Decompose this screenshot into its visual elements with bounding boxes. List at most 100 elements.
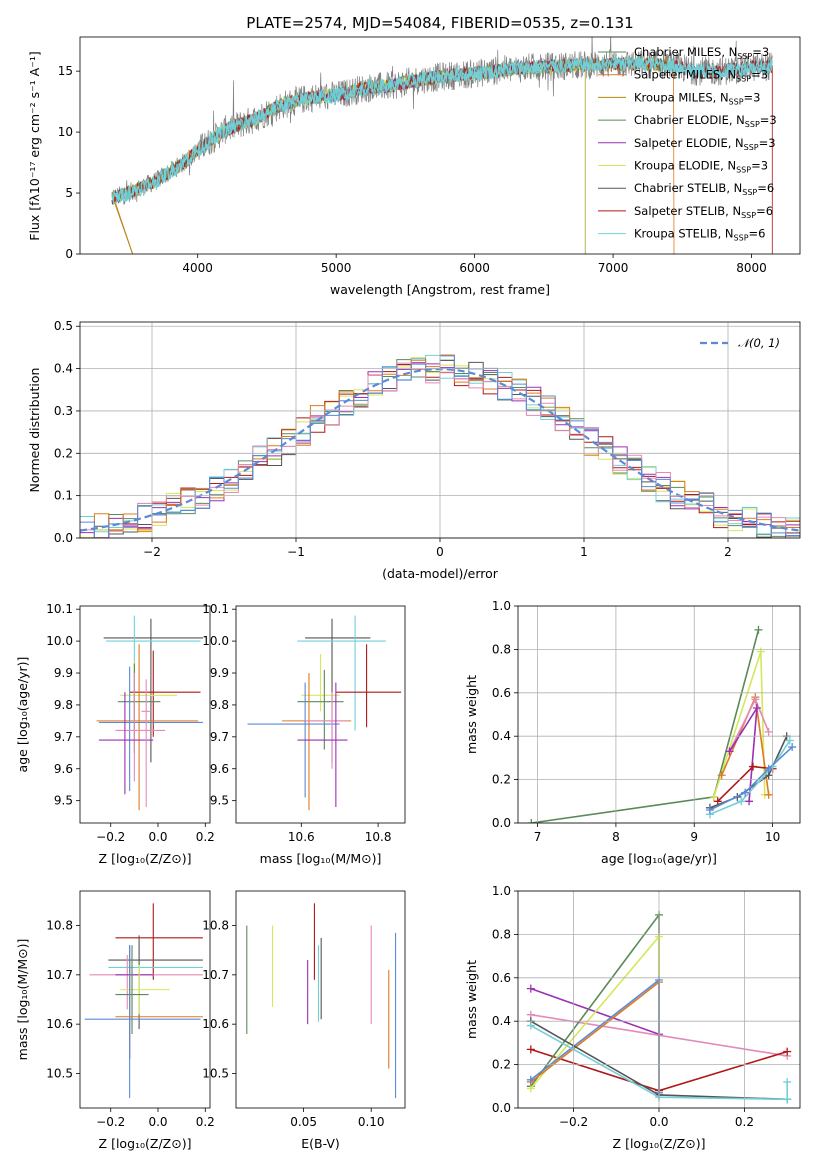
mass_vs_Z-plot-area [84, 903, 203, 1099]
y-axis-label: mass weight [464, 960, 479, 1039]
x-tick-label: 0.0 [148, 830, 167, 844]
legend-text: =6 [749, 227, 766, 241]
legend-text: Salpeter STELIB, N [634, 204, 741, 218]
legend-text: =3 [760, 113, 777, 127]
y-axis-label: mass [log₁₀(M/M⊙)] [15, 939, 30, 1061]
y-tick-label: 9.6 [54, 762, 73, 776]
weight-marker [783, 1047, 792, 1056]
y-tick-label: 0.0 [492, 1101, 511, 1115]
x-tick-label: 0.05 [290, 1115, 317, 1129]
y-tick-label: 10.6 [202, 1017, 229, 1031]
x-axis-label: E(B-V) [301, 1136, 340, 1151]
legend-text: =3 [752, 45, 769, 59]
x-tick-label: 0.2 [196, 830, 215, 844]
legend-text: Kroupa MILES, N [634, 90, 729, 104]
y-tick-label: 0.0 [492, 816, 511, 830]
y-tick-label: 1.0 [492, 884, 511, 898]
x-tick-label: 2 [724, 545, 732, 559]
x-tick-label: 1 [580, 545, 588, 559]
legend-text: Salpeter ELODIE, N [634, 136, 744, 150]
y-tick-label: 9.7 [210, 730, 229, 744]
y-tick-label: 9.5 [54, 794, 73, 808]
legend-subscript: SSP [744, 143, 759, 152]
weight-marker [785, 736, 794, 745]
y-tick-label: 10 [58, 125, 73, 139]
legend-subscript: SSP [736, 166, 751, 175]
x-axis-label: Z [log₁₀(Z/Z⊙)] [99, 851, 192, 866]
legend-entry: Salpeter MILES, NSSP=3 [634, 68, 768, 84]
x-tick-label: 7 [534, 830, 542, 844]
legend-text: =6 [756, 204, 773, 218]
residuals-panel: −2 −1 0 1 2 0.0 0.1 0.2 0.3 0.4 0.5 (data-model)/er… [27, 319, 801, 581]
legend-text: =3 [759, 136, 776, 150]
legend-subscript: SSP [745, 120, 760, 129]
y-tick-label: 0.5 [54, 319, 73, 333]
legend-text: Kroupa STELIB, N [634, 227, 734, 241]
y-tick-label: 9.6 [210, 762, 229, 776]
legend-entry: Kroupa ELODIE, NSSP=3 [634, 159, 768, 175]
y-tick-label: 0 [65, 247, 73, 261]
x-tick-label: 10.8 [365, 830, 392, 844]
weight-marker [737, 797, 746, 806]
legend-text: Salpeter MILES, N [634, 68, 736, 82]
y-tick-label: 1.0 [492, 599, 511, 613]
weight-marker [705, 805, 714, 814]
weight-marker [741, 788, 750, 797]
legend-text: =6 [757, 181, 774, 195]
spectrum-title: PLATE=2574, MJD=54084, FIBERID=0535, z=0… [246, 14, 633, 32]
legend-entry: 𝒩(0, 1) [738, 336, 780, 350]
weight-marker [745, 797, 754, 806]
x-tick-label: 10.6 [288, 830, 315, 844]
x-axis-label: age [log₁₀(age/yr)] [601, 851, 717, 866]
x-tick-label: −2 [143, 545, 161, 559]
spectrum-frame [79, 36, 801, 255]
x-tick-label: −1 [287, 545, 305, 559]
x-tick-label: 7000 [598, 261, 629, 275]
weight-line [530, 1024, 788, 1101]
legend-subscript: SSP [734, 234, 749, 243]
x-tick-label: −0.2 [559, 1115, 588, 1129]
spectrum-panel: 4000 5000 6000 7000 8000 0 5 10 15 wavelength [An… [27, 36, 801, 297]
mass_vs_ebv-plot-area [246, 903, 397, 1099]
spectrum-plot-area [111, 37, 773, 254]
weight-marker [717, 771, 726, 780]
y-tick-label: 0.1 [54, 489, 73, 503]
mass_vs_Z-frame [79, 890, 211, 1109]
y-tick-label: 15 [58, 64, 73, 78]
x-tick-label: −0.2 [96, 1115, 125, 1129]
weight-marker [749, 762, 757, 771]
x-tick-label: 0.2 [735, 1115, 754, 1129]
weight-marker [751, 695, 760, 704]
y-tick-label: 5 [65, 186, 73, 200]
weight_vs_age-frame [517, 605, 801, 824]
weight-marker [764, 727, 773, 736]
y-tick-label: 10.8 [202, 919, 229, 933]
y-tick-label: 9.8 [210, 698, 229, 712]
legend-entry: Kroupa MILES, NSSP=3 [634, 90, 760, 106]
x-tick-label: 0.2 [196, 1115, 215, 1129]
x-tick-label: 0.0 [649, 1115, 668, 1129]
legend-subscript: SSP [742, 188, 757, 197]
y-tick-label: 10.1 [46, 602, 73, 616]
y-tick-label: 10.5 [202, 1066, 229, 1080]
x-tick-label: 8000 [736, 261, 767, 275]
weight_vs_Z-panel: −0.2 0.0 0.2 0.0 0.2 0.4 0.6 0.8 1.0 Z [log₁₀(Z/Z… [464, 884, 801, 1151]
y-tick-label: 9.8 [54, 698, 73, 712]
y-tick-label: 0.4 [492, 729, 511, 743]
weight-marker [764, 790, 773, 799]
x-axis-label: Z [log₁₀(Z/Z⊙)] [613, 1136, 706, 1151]
age_vs_mass-frame [235, 605, 406, 824]
x-tick-label: 4000 [182, 261, 213, 275]
x-tick-label: 9 [690, 830, 698, 844]
x-tick-label: 8 [612, 830, 620, 844]
y-tick-label: 10.7 [46, 968, 73, 982]
spectrum-model-line [111, 55, 773, 203]
legend-text: =3 [751, 68, 768, 82]
y-tick-label: 0.2 [492, 1058, 511, 1072]
weight-marker [752, 703, 761, 712]
y-tick-label: 10.5 [46, 1066, 73, 1080]
x-tick-label: 0 [436, 545, 444, 559]
weight-marker [526, 984, 535, 993]
weight_vs_age-panel: 7 8 9 10 0.0 0.2 0.4 0.6 0.8 1.0 age [log₁₀(age/yr… [464, 599, 801, 866]
